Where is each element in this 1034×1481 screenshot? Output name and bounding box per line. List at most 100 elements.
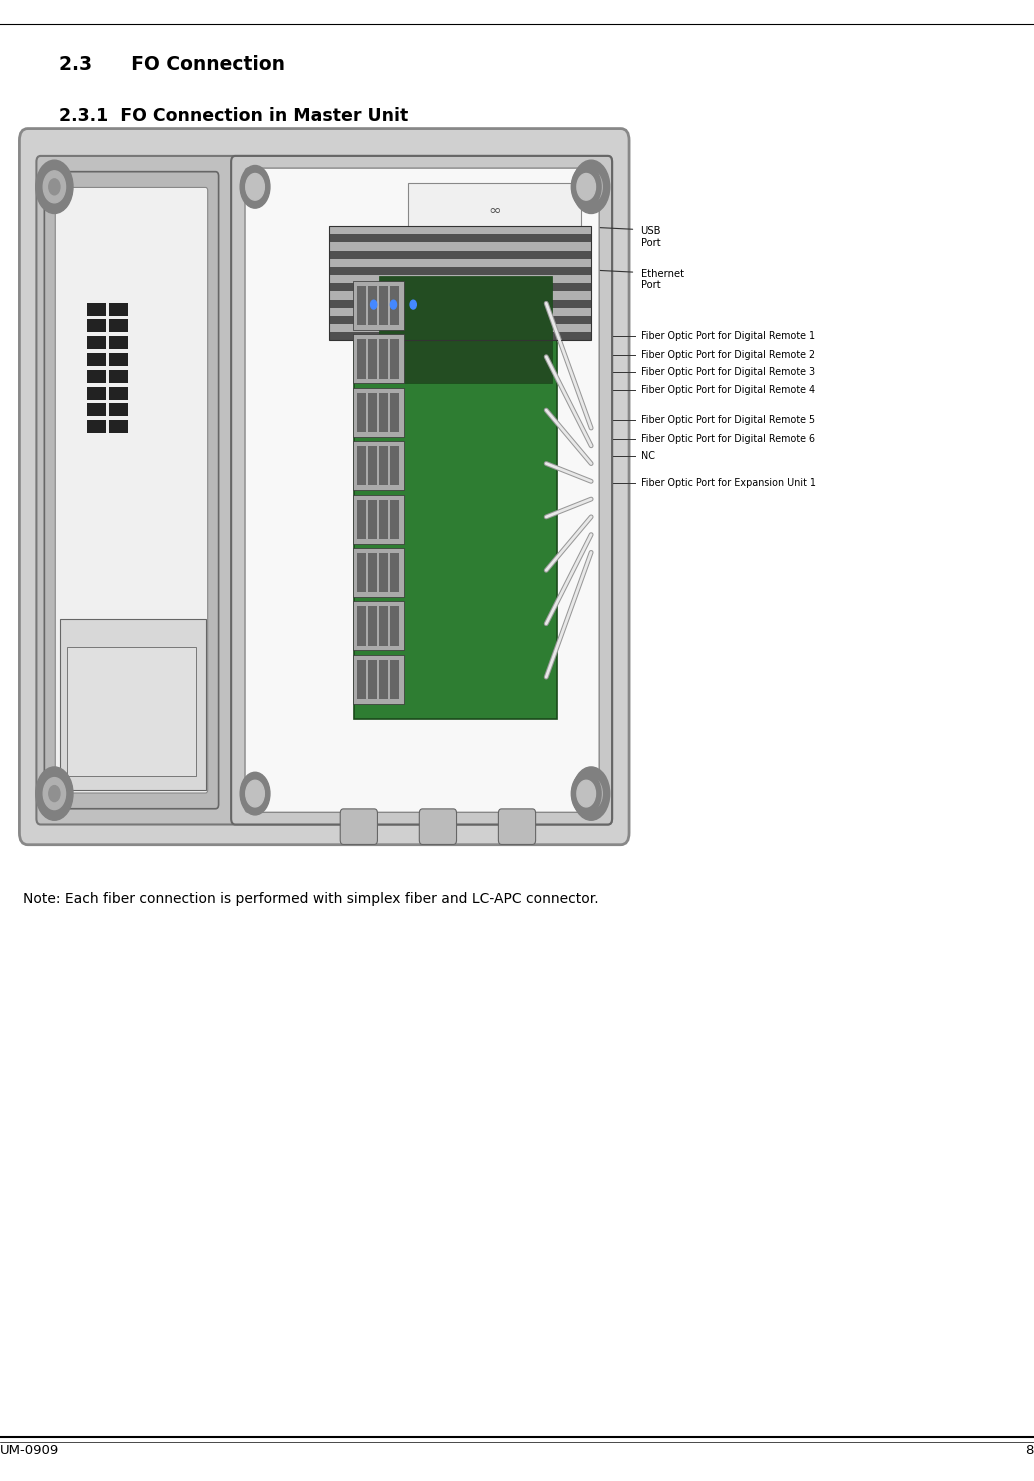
Circle shape <box>573 160 610 213</box>
Bar <box>391 659 399 699</box>
Text: Fiber Optic Port for Digital Remote 3: Fiber Optic Port for Digital Remote 3 <box>640 367 815 378</box>
Text: Fiber Optic Port for Digital Remote 1: Fiber Optic Port for Digital Remote 1 <box>640 332 815 341</box>
Circle shape <box>585 179 597 195</box>
Bar <box>378 275 551 384</box>
Bar <box>368 286 377 326</box>
FancyBboxPatch shape <box>20 129 629 844</box>
Text: USB
Port: USB Port <box>640 227 661 247</box>
FancyBboxPatch shape <box>245 169 599 812</box>
Bar <box>357 392 366 432</box>
Bar <box>379 286 389 326</box>
Bar <box>357 339 366 379</box>
Circle shape <box>36 160 73 213</box>
Text: 2.3.1  FO Connection in Master Unit: 2.3.1 FO Connection in Master Unit <box>59 107 408 124</box>
Circle shape <box>370 301 376 310</box>
Bar <box>109 320 128 332</box>
Text: Fiber Optic Port for Digital Remote 6: Fiber Optic Port for Digital Remote 6 <box>640 434 815 444</box>
Circle shape <box>391 301 397 310</box>
Bar <box>329 275 591 283</box>
Circle shape <box>49 785 60 801</box>
Bar <box>329 283 591 292</box>
Bar <box>60 619 206 789</box>
Text: Ethernet
Port: Ethernet Port <box>640 270 683 290</box>
Bar <box>379 659 389 699</box>
Bar <box>329 227 591 234</box>
Bar <box>379 552 389 592</box>
Bar <box>357 499 366 539</box>
Bar <box>353 601 403 650</box>
Bar <box>109 370 128 382</box>
Bar <box>353 388 403 437</box>
Bar <box>329 299 591 308</box>
Circle shape <box>240 166 270 209</box>
Bar <box>368 659 377 699</box>
Bar <box>391 552 399 592</box>
Circle shape <box>572 772 601 815</box>
Bar <box>87 403 107 416</box>
FancyBboxPatch shape <box>498 809 536 844</box>
Bar <box>329 250 591 259</box>
Circle shape <box>577 173 596 200</box>
Circle shape <box>585 785 597 801</box>
Bar <box>391 392 399 432</box>
Bar <box>391 446 399 486</box>
Bar <box>379 499 389 539</box>
Bar <box>354 262 556 718</box>
Bar <box>353 495 403 544</box>
Circle shape <box>36 767 73 820</box>
Circle shape <box>580 170 602 203</box>
Bar <box>391 606 399 646</box>
Bar <box>109 352 128 366</box>
Bar <box>109 336 128 350</box>
Bar <box>329 308 591 315</box>
Circle shape <box>572 166 601 209</box>
Text: Fiber Optic Port for Expansion Unit 1: Fiber Optic Port for Expansion Unit 1 <box>640 478 816 489</box>
Bar <box>357 446 366 486</box>
Text: UM-0909: UM-0909 <box>0 1444 59 1457</box>
Bar <box>109 403 128 416</box>
Circle shape <box>240 772 270 815</box>
Bar <box>379 446 389 486</box>
Bar <box>329 267 591 275</box>
Circle shape <box>573 767 610 820</box>
FancyBboxPatch shape <box>340 809 377 844</box>
Bar <box>391 339 399 379</box>
Bar <box>87 336 107 350</box>
Text: Fiber Optic Port for Digital Remote 4: Fiber Optic Port for Digital Remote 4 <box>640 385 815 395</box>
Circle shape <box>577 780 596 807</box>
Circle shape <box>410 301 417 310</box>
Text: Fiber Optic Port for Digital Remote 5: Fiber Optic Port for Digital Remote 5 <box>640 415 815 425</box>
Bar <box>357 606 366 646</box>
Circle shape <box>43 778 65 810</box>
Bar <box>379 339 389 379</box>
FancyBboxPatch shape <box>36 156 612 825</box>
Bar <box>329 315 591 324</box>
Text: Fiber Optic Port for Digital Remote 2: Fiber Optic Port for Digital Remote 2 <box>640 350 815 360</box>
Bar <box>329 332 591 341</box>
Circle shape <box>43 170 65 203</box>
Bar <box>109 387 128 400</box>
Circle shape <box>49 179 60 195</box>
Bar <box>368 392 377 432</box>
Bar <box>353 441 403 490</box>
FancyBboxPatch shape <box>55 188 208 792</box>
Bar <box>368 446 377 486</box>
Bar <box>87 421 107 432</box>
Bar <box>109 421 128 432</box>
Bar <box>329 227 591 341</box>
Bar <box>353 655 403 703</box>
FancyBboxPatch shape <box>44 172 218 809</box>
Bar <box>353 281 403 330</box>
FancyBboxPatch shape <box>232 156 612 825</box>
Bar <box>329 234 591 243</box>
Bar <box>67 647 195 776</box>
Bar <box>408 184 581 237</box>
Bar <box>87 352 107 366</box>
Bar <box>87 320 107 332</box>
Circle shape <box>580 778 602 810</box>
Circle shape <box>246 173 265 200</box>
Bar <box>391 286 399 326</box>
Bar <box>379 392 389 432</box>
Text: 2.3      FO Connection: 2.3 FO Connection <box>59 55 285 74</box>
Bar <box>109 302 128 315</box>
